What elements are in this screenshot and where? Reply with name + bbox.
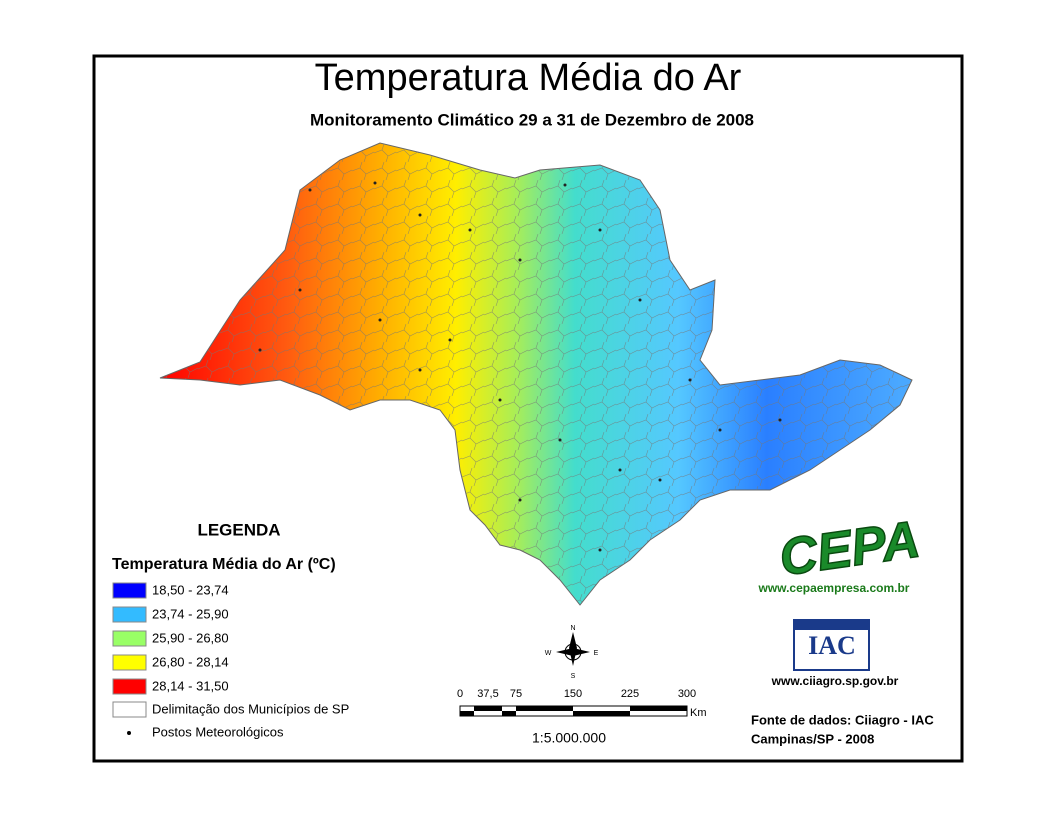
legend-swatch	[112, 678, 147, 695]
scale-tick-label: 225	[621, 688, 639, 700]
legend-label: 25,90 - 26,80	[152, 630, 229, 645]
scale-cell	[516, 706, 573, 711]
legend-swatch	[112, 654, 147, 671]
compass-n: N	[570, 625, 575, 632]
scale-tick-label: 75	[510, 688, 522, 700]
source-line: Campinas/SP - 2008	[751, 731, 874, 746]
state-map	[159, 142, 913, 606]
compass-e: E	[594, 650, 599, 657]
compass-w: W	[545, 650, 552, 657]
scale-cell	[573, 711, 630, 716]
scale-cell	[474, 706, 488, 711]
legend-label: 28,14 - 31,50	[152, 678, 229, 693]
scale-tick-label: 0	[457, 688, 463, 700]
legend: 18,50 - 23,74 23,74 - 25,90 25,90 - 26,80 2…	[112, 582, 229, 695]
scale-cell	[630, 706, 687, 711]
legend-label: 18,50 - 23,74	[152, 582, 229, 597]
cepa-url: www.cepaempresa.com.br	[758, 581, 910, 595]
legend-label: 23,74 - 25,90	[152, 606, 229, 621]
iac-logo-band	[794, 620, 869, 630]
scale-bar: 0 37,5 75 150 225 300	[457, 688, 696, 717]
scale-ratio: 1:5.000.000	[532, 730, 606, 746]
source-line: Fonte de dados: Ciiagro - IAC	[751, 712, 934, 727]
iac-url: www.ciiagro.sp.gov.br	[771, 674, 899, 688]
scale-tick-label: 37,5	[477, 688, 498, 700]
compass-s: S	[571, 673, 576, 680]
stations-label: Postos Meteorológicos	[152, 724, 284, 739]
boundary-swatch	[112, 701, 147, 718]
iac-logo: IAC	[808, 631, 856, 660]
scale-tick-label: 150	[564, 688, 582, 700]
legend-swatch	[112, 630, 147, 647]
legend-swatch	[112, 606, 147, 623]
subtitle: Monitoramento Climático 29 a 31 de Dezem…	[310, 110, 754, 129]
station-swatch	[127, 731, 131, 735]
scale-tick-label: 300	[678, 688, 696, 700]
legend-heading: LEGENDA	[197, 520, 280, 539]
scale-cell	[502, 711, 516, 716]
title: Temperatura Média do Ar	[315, 57, 742, 99]
boundary-label: Delimitação dos Municípios de SP	[152, 701, 349, 716]
legend-title: Temperatura Média do Ar (ºC)	[112, 556, 336, 573]
compass: N S E W	[545, 625, 599, 680]
scale-cell	[488, 706, 502, 711]
legend-swatch	[112, 582, 147, 599]
legend-label: 26,80 - 28,14	[152, 654, 229, 669]
scale-cell	[460, 711, 474, 716]
scale-unit: Km	[690, 707, 707, 719]
